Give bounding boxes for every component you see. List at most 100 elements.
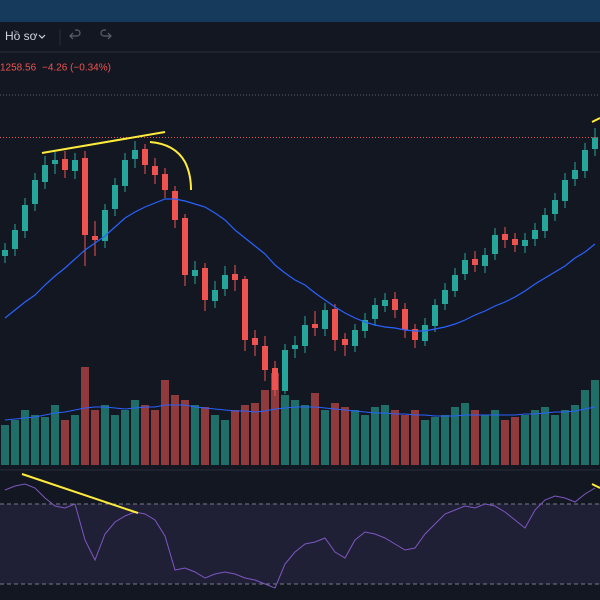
volume-bar (301, 405, 309, 465)
volume-ma (4, 404, 596, 421)
volume-bar (441, 415, 449, 465)
candle-body (332, 309, 338, 340)
volume-bar (81, 367, 89, 465)
volume-bar (221, 420, 229, 465)
volume-bar (391, 410, 399, 465)
volume-bar (121, 410, 129, 465)
candle-body (402, 309, 408, 330)
volume-bar (241, 405, 249, 465)
candle-body (82, 158, 88, 235)
volume-bar (91, 410, 99, 465)
candle-body (572, 170, 578, 179)
candle-body (552, 200, 558, 214)
volume-bar (521, 415, 529, 465)
candle-body (202, 268, 208, 300)
candle-body (522, 240, 528, 246)
candle-body (152, 166, 158, 175)
candle-body (102, 210, 108, 241)
candle-body (282, 350, 288, 391)
rsi-line (4, 483, 596, 589)
candle-body (362, 320, 368, 331)
volume-bar (211, 415, 219, 465)
title-bar (0, 0, 600, 22)
volume-bar (111, 415, 119, 465)
volume-bar (151, 410, 159, 465)
volume-bar (581, 390, 589, 465)
volume-bar (491, 410, 499, 465)
candle-body (392, 299, 398, 310)
volume-bar (271, 373, 279, 465)
candle-body (442, 290, 448, 304)
volume-bar (561, 410, 569, 465)
trend-line (591, 117, 600, 123)
moving-average (4, 198, 596, 332)
candle-body (32, 180, 38, 204)
volume-bar (331, 403, 339, 465)
candle-body (542, 215, 548, 231)
volume-bar (471, 410, 479, 465)
candle-body (322, 310, 328, 329)
volume-bar (431, 417, 439, 465)
volume-bar (231, 410, 239, 465)
volume-bar (311, 393, 319, 465)
candle-body (2, 250, 8, 256)
volume-bar (71, 415, 79, 465)
candle-body (272, 368, 278, 390)
candle-body (422, 325, 428, 341)
candle-body (72, 160, 78, 171)
volume-bar (411, 410, 419, 465)
volume-bar (31, 415, 39, 465)
volume-bar (481, 415, 489, 465)
profile-chevron[interactable] (38, 34, 46, 39)
candle-body (222, 275, 228, 289)
volume-bar (41, 417, 49, 465)
candle-body (262, 346, 268, 370)
volume-bar (161, 380, 169, 465)
volume-bar (351, 410, 359, 465)
candle-body (502, 234, 508, 240)
legend-close: 1258.56 (0, 63, 37, 74)
volume-bar (11, 420, 19, 465)
redo-button[interactable] (100, 29, 112, 40)
chart-layers (0, 128, 600, 589)
candle-body (252, 338, 258, 345)
volume-bar (21, 410, 29, 465)
candle-body (452, 275, 458, 291)
volume-bar (361, 415, 369, 465)
candle-body (292, 345, 298, 349)
volume-bar (501, 420, 509, 465)
volume-bar (281, 395, 289, 465)
volume-bar (251, 403, 259, 465)
rsi-trend-line (21, 473, 139, 514)
candle-body (592, 137, 598, 149)
volume-bar (291, 400, 299, 465)
candle-body (532, 230, 538, 239)
volume-bar (381, 405, 389, 465)
legend-change: −4.26 (−0.34%) (42, 63, 111, 74)
volume-bar (261, 390, 269, 465)
candle-body (382, 300, 388, 306)
volume-bar (1, 425, 9, 465)
volume-bar (131, 400, 139, 465)
candle-body (42, 165, 48, 182)
candle-body (122, 160, 128, 186)
trend-drawings (21, 117, 600, 514)
volume-bar (531, 410, 539, 465)
candle-body (412, 329, 418, 340)
volume-bar (141, 405, 149, 465)
candle-body (52, 160, 58, 164)
candle-body (212, 290, 218, 301)
candle-body (562, 180, 568, 201)
volume-bar (511, 417, 519, 465)
candle-body (12, 230, 18, 249)
volume-bar (181, 400, 189, 465)
undo-button[interactable] (69, 29, 81, 40)
candle-body (162, 174, 168, 190)
candle-body (462, 260, 468, 274)
candle-body (302, 325, 308, 346)
volume-bar (201, 407, 209, 465)
profile-button[interactable]: Hồ sơ (5, 29, 38, 43)
volume-bar (421, 420, 429, 465)
